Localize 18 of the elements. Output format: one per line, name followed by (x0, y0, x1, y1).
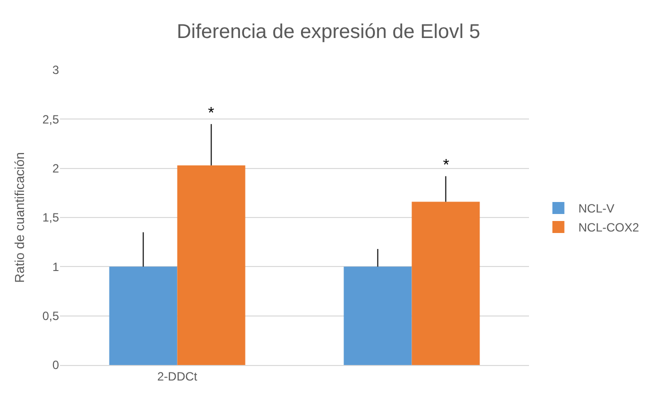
legend-label: NCL-V (578, 202, 614, 216)
y-tick-label: 0,5 (42, 309, 60, 324)
chart-title: Diferencia de expresión de Elovl 5 (176, 21, 480, 43)
y-tick-label: 1,5 (42, 210, 60, 225)
annotation: * (443, 157, 450, 174)
bar (344, 266, 412, 365)
y-tick-label: 0 (52, 358, 60, 372)
y-tick-label: 2,5 (42, 112, 60, 126)
y-axis-title: Ratio de cuantificación (12, 152, 27, 283)
annotation: * (208, 105, 214, 122)
y-tick-label: 2 (52, 162, 60, 176)
y-tick-label: 1 (52, 260, 60, 274)
bar (177, 165, 246, 365)
x-tick-label: 2-DDCt (157, 369, 198, 384)
legend-label: NCL-COX2 (578, 220, 640, 235)
bar (109, 266, 178, 365)
y-tick-label: 3 (52, 63, 60, 78)
bar (412, 202, 480, 365)
